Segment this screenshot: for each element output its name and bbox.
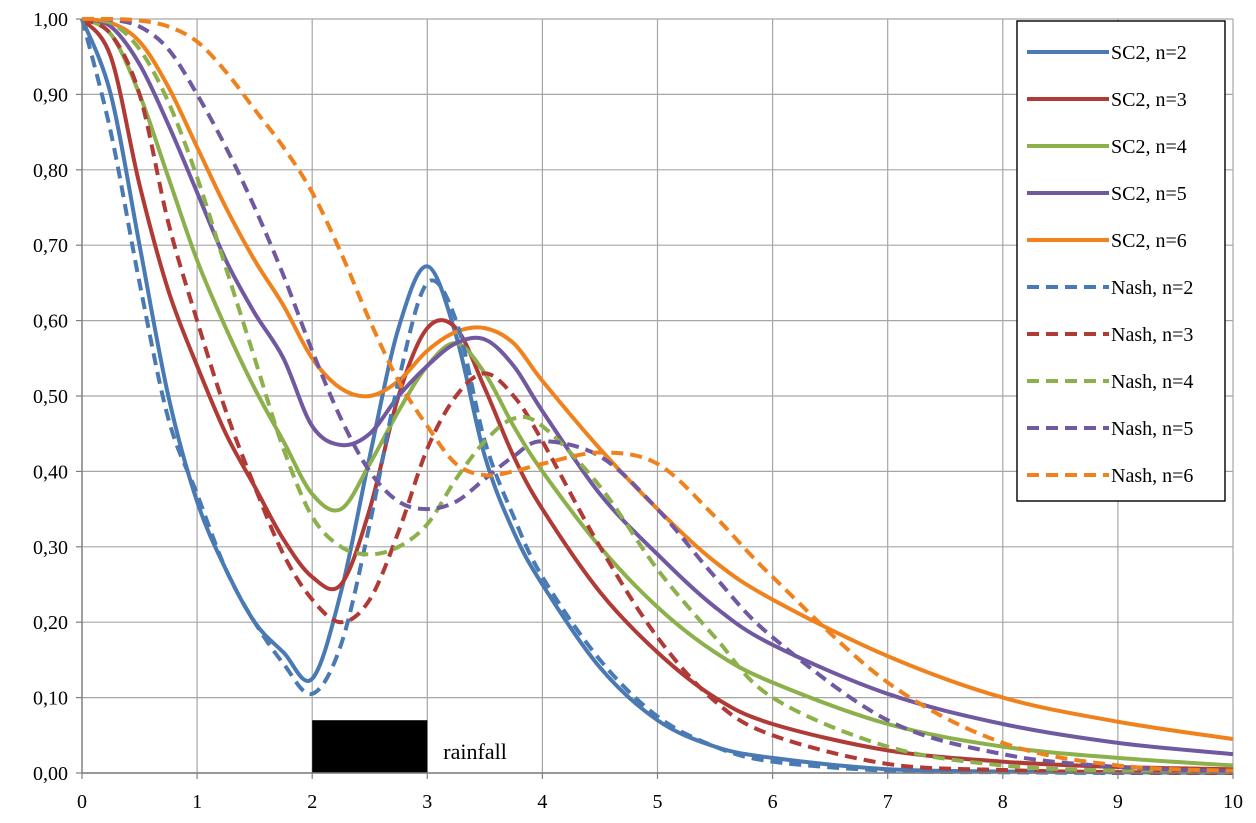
series-line-sc2-n-2 [80, 18, 1234, 775]
axes [76, 18, 1234, 779]
rainfall-annotation: rainfall [312, 720, 507, 773]
legend: SC2, n=2 SC2, n=3 SC2, n=4 SC2, n=5 SC2, n=6… [1016, 20, 1226, 502]
x-tick-label: 1 [192, 791, 202, 813]
y-tick-label: 0,00 [33, 763, 68, 785]
y-tick-label: 0,80 [33, 160, 68, 182]
series-line-nash-n-2 [80, 18, 1234, 776]
series-line-sc2-n-4 [81, 17, 1234, 768]
x-tick-label: 3 [422, 791, 432, 813]
y-tick-labels: 0,00 0,10 0,20 0,30 0,40 0,50 0,60 0,70 0,80 0,90… [33, 9, 68, 785]
x-tick-label: 5 [653, 791, 663, 813]
y-tick-label: 1,00 [33, 9, 68, 31]
y-tick-label: 0,40 [33, 461, 68, 483]
legend-label: Nash, n=5 [1111, 418, 1193, 440]
x-tick-labels: 0 1 2 3 4 5 6 7 8 9 10 [77, 791, 1243, 813]
x-tick-label: 9 [1113, 791, 1123, 813]
x-tick-label: 2 [307, 791, 317, 813]
y-tick-label: 0,20 [33, 612, 68, 634]
x-tick-label: 6 [768, 791, 778, 813]
legend-label: SC2, n=6 [1111, 230, 1187, 252]
legend-label: Nash, n=6 [1111, 465, 1193, 487]
legend-label: Nash, n=3 [1111, 324, 1193, 346]
series-line-sc2-n-3 [80, 17, 1234, 772]
x-tick-label: 8 [998, 791, 1008, 813]
x-tick-label: 7 [883, 791, 893, 813]
y-tick-label: 0,50 [33, 386, 68, 408]
y-tick-label: 0,60 [33, 311, 68, 333]
x-tick-label: 4 [537, 791, 547, 813]
y-tick-label: 0,70 [33, 235, 68, 257]
series-line-nash-n-6 [81, 16, 1234, 773]
series-line-sc2-n-6 [81, 17, 1234, 742]
x-tick-label: 0 [77, 791, 87, 813]
y-tick-label: 0,90 [33, 84, 68, 106]
series-line-sc2-n-5 [81, 17, 1234, 757]
y-tick-label: 0,10 [33, 688, 68, 710]
legend-label: Nash, n=4 [1111, 371, 1193, 393]
y-tick-label: 0,30 [33, 537, 68, 559]
legend-label: SC2, n=3 [1111, 89, 1187, 111]
legend-label: SC2, n=4 [1111, 136, 1187, 158]
series-line-nash-n-3 [81, 17, 1234, 775]
rainfall-label: rainfall [443, 739, 507, 764]
legend-label: Nash, n=2 [1111, 277, 1193, 299]
series-lines [80, 16, 1234, 776]
legend-label: SC2, n=5 [1111, 183, 1187, 205]
rainfall-bar [312, 720, 428, 773]
x-tick-label: 10 [1223, 791, 1243, 813]
legend-label: SC2, n=2 [1111, 42, 1187, 64]
series-line-nash-n-4 [81, 17, 1234, 775]
